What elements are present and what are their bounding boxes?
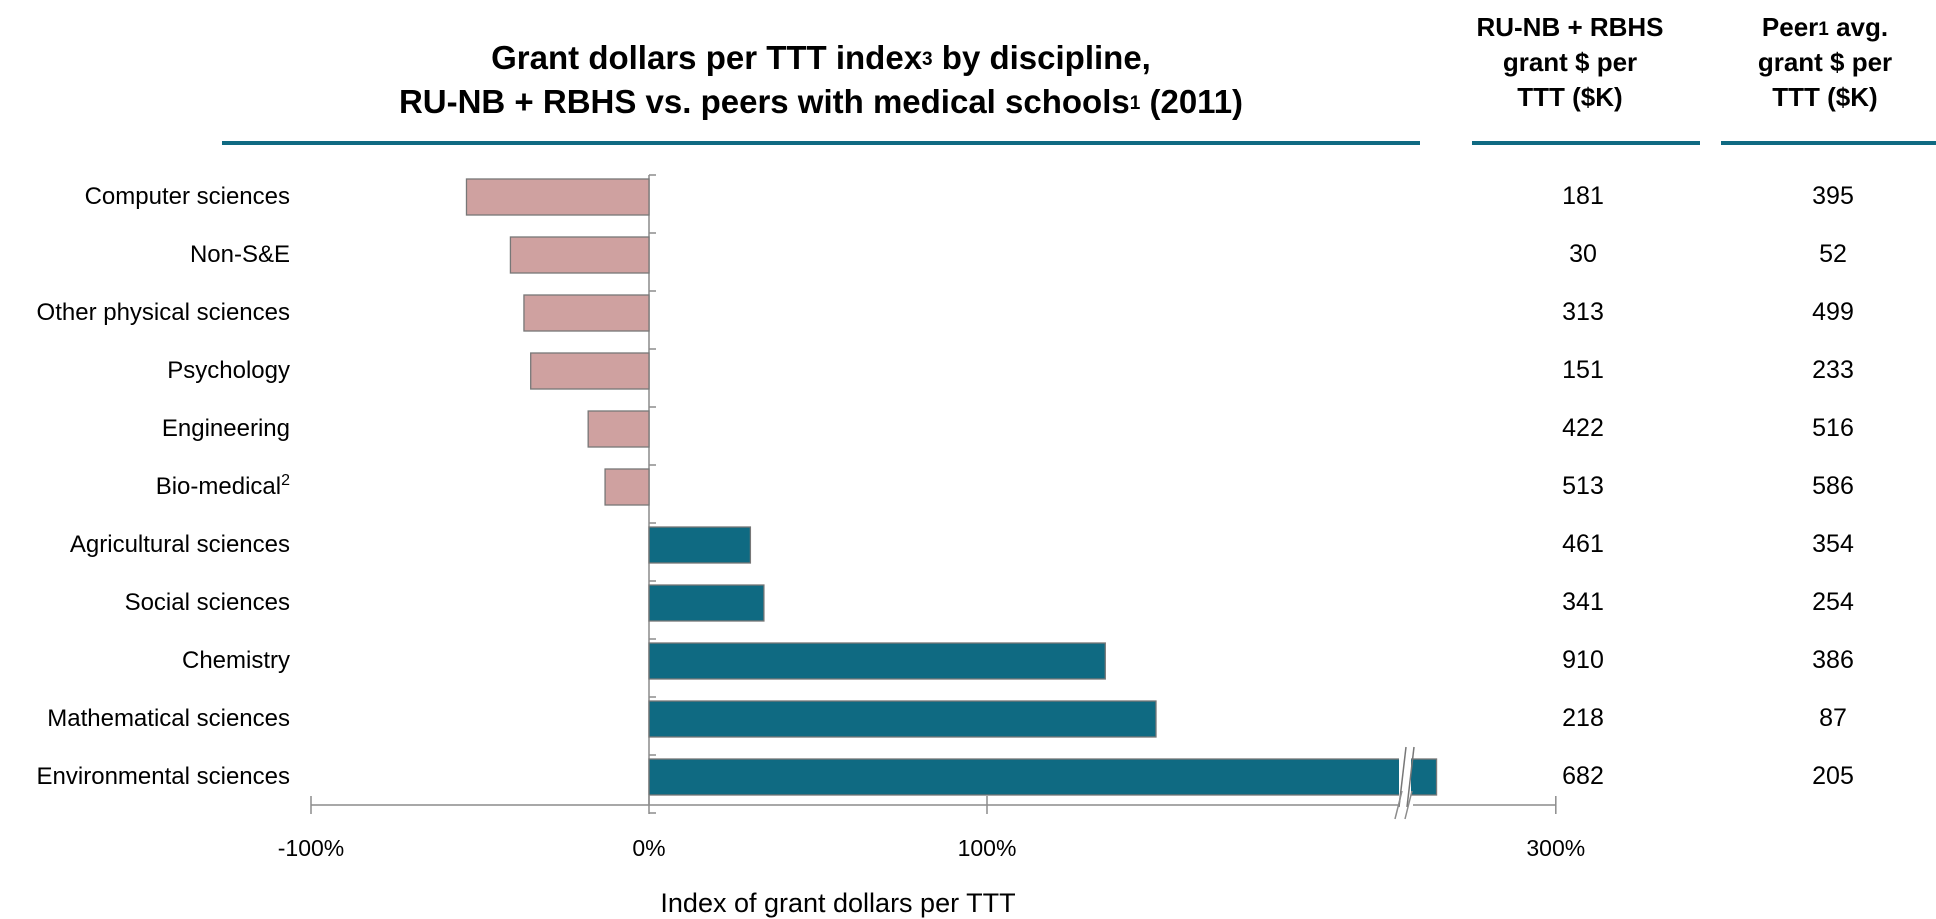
rutgers-column-rule xyxy=(1472,141,1700,145)
category-label: Agricultural sciences xyxy=(70,531,290,558)
title-rule xyxy=(222,141,1420,145)
peer-header-line-3: TTT ($K) xyxy=(1772,82,1878,112)
bar xyxy=(465,178,650,216)
category-label: Other physical sciences xyxy=(37,299,290,326)
x-axis-break-mark xyxy=(1404,790,1413,820)
category-label: Bio-medical2 xyxy=(156,472,290,500)
bar xyxy=(604,468,650,506)
x-tick-label: 300% xyxy=(1526,835,1585,861)
x-tick-label: 100% xyxy=(958,835,1017,861)
rutgers-grant-value: 313 xyxy=(1562,298,1604,326)
chart-title-line-1: Grant dollars per TTT index3 by discipli… xyxy=(491,39,1151,76)
bar xyxy=(648,700,1157,738)
bar xyxy=(648,584,765,622)
peer-grant-value: 586 xyxy=(1812,472,1854,500)
bar xyxy=(648,526,752,564)
peer-grant-value: 395 xyxy=(1812,182,1854,210)
rutgers-header-line-1: RU-NB + RBHS xyxy=(1476,12,1664,42)
peer-grant-value: 254 xyxy=(1812,588,1854,616)
rutgers-grant-value: 341 xyxy=(1562,588,1604,616)
peer-column-header: Peer1 avg. grant $ per TTT ($K) xyxy=(1720,10,1930,115)
rutgers-grant-value: 151 xyxy=(1562,356,1604,384)
peer-grant-value: 52 xyxy=(1819,240,1847,268)
peer-grant-value: 499 xyxy=(1812,298,1854,326)
axis-break-mark xyxy=(1406,746,1415,808)
bar xyxy=(509,236,650,274)
rutgers-grant-value: 513 xyxy=(1562,472,1604,500)
chart-title: Grant dollars per TTT index3 by discipli… xyxy=(222,36,1420,124)
bar xyxy=(648,758,1438,796)
category-label: Mathematical sciences xyxy=(47,705,290,732)
rutgers-grant-value: 682 xyxy=(1562,762,1604,790)
rutgers-grant-value: 181 xyxy=(1562,182,1604,210)
rutgers-column-header: RU-NB + RBHS grant $ per TTT ($K) xyxy=(1455,10,1685,115)
peer-header-line-2: grant $ per xyxy=(1757,47,1893,77)
bar xyxy=(648,642,1106,680)
peer-grant-value: 87 xyxy=(1819,704,1847,732)
x-axis-break-mark xyxy=(1394,790,1403,820)
category-label: Chemistry xyxy=(182,647,290,674)
peer-grant-value: 516 xyxy=(1812,414,1854,442)
bar xyxy=(587,410,650,448)
rutgers-grant-value: 218 xyxy=(1562,704,1604,732)
category-label: Environmental sciences xyxy=(37,763,290,790)
x-tick-label: -100% xyxy=(278,835,344,861)
x-axis-label: Index of grant dollars per TTT xyxy=(660,888,1015,918)
chart-title-line-2: RU-NB + RBHS vs. peers with medical scho… xyxy=(398,83,1244,120)
bar xyxy=(530,352,650,390)
rutgers-grant-value: 422 xyxy=(1562,414,1604,442)
category-label: Non-S&E xyxy=(190,241,290,268)
peer-grant-value: 386 xyxy=(1812,646,1854,674)
rutgers-grant-value: 461 xyxy=(1562,530,1604,558)
category-label: Computer sciences xyxy=(85,183,290,210)
rutgers-header-line-3: TTT ($K) xyxy=(1517,82,1623,112)
peer-grant-value: 233 xyxy=(1812,356,1854,384)
category-label: Engineering xyxy=(162,415,290,442)
peer-header-line-1: Peer1 avg. xyxy=(1761,12,1889,42)
x-tick-label: 0% xyxy=(632,835,665,861)
category-label: Psychology xyxy=(167,357,290,384)
bar xyxy=(523,294,650,332)
rutgers-header-line-2: grant $ per xyxy=(1502,47,1638,77)
rutgers-grant-value: 910 xyxy=(1562,646,1604,674)
rutgers-grant-value: 30 xyxy=(1569,240,1597,268)
category-label: Social sciences xyxy=(125,589,290,616)
peer-grant-value: 354 xyxy=(1812,530,1854,558)
peer-column-rule xyxy=(1721,141,1936,145)
peer-grant-value: 205 xyxy=(1812,762,1854,790)
